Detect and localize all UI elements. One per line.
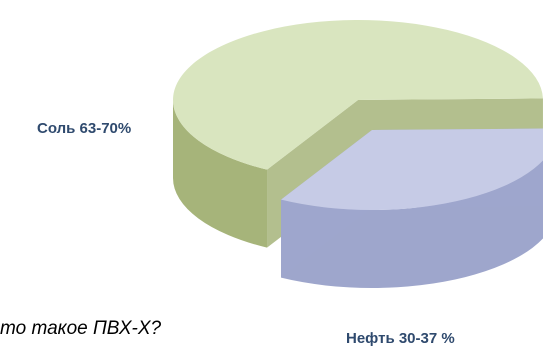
slice-label-salt: Соль 63-70% <box>37 120 132 137</box>
pie-slice-oil-side-0 <box>281 160 543 288</box>
pie-slice-oil-top <box>281 128 543 210</box>
pie-slice-oil <box>281 128 543 288</box>
pie-slice-salt-side-0 <box>173 100 268 248</box>
slice-label-oil: Нефть 30-37 % <box>346 330 455 347</box>
pie-slice-salt-top <box>173 20 543 170</box>
slide-caption: то такое ПВХ-Х? <box>0 318 162 339</box>
